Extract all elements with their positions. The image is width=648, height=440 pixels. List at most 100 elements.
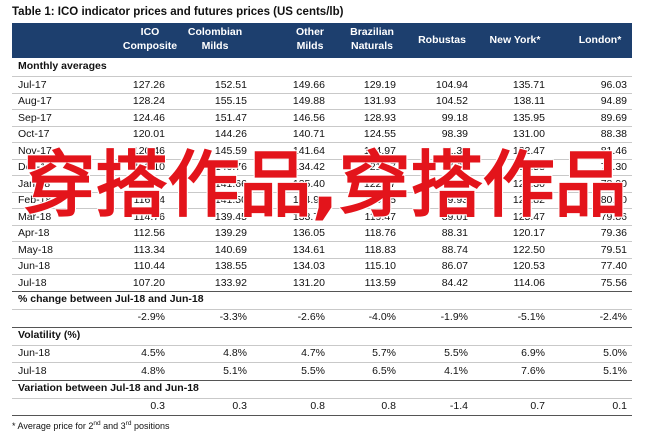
footnote-sup: nd [93, 420, 101, 427]
row-label: Jul-18 [18, 364, 47, 377]
cell-value: -1.9% [440, 311, 468, 323]
row-label: Jun-18 [18, 347, 51, 359]
cell-value: 6.5% [372, 364, 396, 377]
bottom-rule [12, 415, 632, 416]
row-label: Mar-18 [18, 210, 52, 223]
cell-value: 152.51 [214, 78, 247, 91]
cell-value: 134.42 [292, 161, 325, 173]
column-header: Milds [296, 40, 324, 52]
cell-value: -2.9% [137, 311, 165, 323]
cell-value: 128.30 [512, 177, 545, 190]
cell-value: 118.83 [364, 243, 396, 256]
row-rule [12, 362, 632, 363]
cell-value: 81.46 [600, 144, 627, 157]
cell-value: 140.69 [214, 243, 247, 256]
footnote: * Average price for 2nd and 3rd position… [12, 420, 169, 431]
cell-value: 79.51 [600, 243, 627, 256]
cell-value: 77.40 [600, 260, 627, 272]
cell-value: 80.30 [600, 194, 627, 206]
cell-value: 104.94 [435, 78, 468, 91]
cell-value: 131.93 [363, 95, 396, 107]
cell-value: -1.4 [449, 400, 468, 412]
cell-value: 5.7% [372, 347, 396, 359]
cell-value: 5.1% [223, 364, 247, 377]
cell-value: 128.24 [132, 95, 165, 107]
cell-value: 0.8 [310, 400, 325, 412]
footnote-text: and 3 [100, 421, 126, 431]
cell-value: 135.40 [292, 177, 325, 190]
cell-value: 134.61 [292, 243, 325, 256]
row-label: Jul-18 [18, 276, 47, 289]
column-header: Naturals [350, 40, 394, 52]
cell-value: -4.0% [368, 311, 396, 323]
cell-value: 5.1% [603, 364, 627, 377]
row-label: Jan-18 [18, 177, 51, 190]
row-label: Oct-17 [18, 128, 50, 140]
row-rule [12, 241, 632, 242]
cell-value: 91.33 [441, 144, 468, 157]
cell-value: 122.50 [512, 243, 545, 256]
cell-value: 99.18 [441, 111, 468, 124]
row-rule [12, 308, 632, 310]
cell-value: 139.45 [214, 210, 247, 223]
cell-value: 120.85 [363, 194, 396, 206]
cell-value: 4.8% [223, 347, 247, 359]
cell-value: 141.64 [292, 144, 325, 157]
cell-value: 128.93 [363, 111, 396, 124]
cell-value: 0.1 [612, 400, 627, 412]
cell-value: 141.66 [214, 177, 247, 190]
cell-value: 88.31 [441, 227, 468, 239]
cell-value: 79.36 [600, 227, 627, 239]
cell-value: 155.15 [214, 95, 247, 107]
cell-value: 124.55 [363, 128, 396, 140]
cell-value: 120.53 [512, 260, 545, 272]
header-band [12, 23, 632, 58]
section-rule [12, 379, 632, 381]
cell-value: 124.97 [363, 144, 396, 157]
cell-value: 120.17 [512, 227, 545, 239]
cell-value: 141.50 [214, 194, 247, 206]
section-title: Variation between Jul-18 and Jun-18 [18, 381, 199, 394]
cell-value: 127.26 [132, 78, 165, 91]
row-label: Feb-18 [18, 194, 52, 206]
row-rule [12, 224, 632, 226]
cell-value: 6.9% [521, 347, 545, 359]
cell-value: 104.52 [435, 95, 468, 107]
cell-value: 133.92 [214, 276, 247, 289]
cell-value: 131.20 [292, 276, 325, 289]
cell-value: 134.98 [292, 194, 325, 206]
row-rule [12, 344, 632, 346]
cell-value: 135.95 [512, 111, 545, 124]
cell-value: 79.86 [600, 210, 627, 223]
cell-value: 94.89 [600, 95, 627, 107]
cell-value: 4.7% [301, 347, 325, 359]
cell-value: 121.47 [363, 161, 396, 173]
cell-value: 124.46 [132, 111, 165, 124]
column-header: Colombian [187, 26, 243, 38]
cell-value: 89.93 [441, 194, 468, 206]
row-rule [12, 208, 632, 209]
cell-value: 134.03 [292, 260, 325, 272]
row-label: Nov-17 [18, 144, 52, 157]
cell-value: 98.39 [441, 128, 468, 140]
cell-value: 146.56 [292, 111, 325, 124]
cell-value: 119.47 [364, 210, 396, 223]
cell-value: -2.6% [297, 311, 325, 323]
row-label: Apr-18 [18, 227, 50, 239]
cell-value: 135.71 [512, 78, 545, 91]
cell-value: 78.30 [600, 161, 627, 173]
cell-value: 115.10 [364, 260, 396, 272]
cell-value: 140.76 [214, 161, 247, 173]
cell-value: 0.3 [232, 400, 247, 412]
section-title: % change between Jul-18 and Jun-18 [18, 292, 204, 305]
cell-value: 88.74 [441, 243, 468, 256]
row-rule [12, 175, 632, 176]
watermark: 穿搭作品,穿搭作品 [23, 143, 627, 227]
row-rule [12, 158, 632, 160]
cell-value: 0.7 [530, 400, 545, 412]
row-rule [12, 397, 632, 399]
section-rule [12, 290, 632, 292]
cell-value: 114.76 [133, 210, 165, 223]
cell-value: 0.8 [381, 400, 396, 412]
